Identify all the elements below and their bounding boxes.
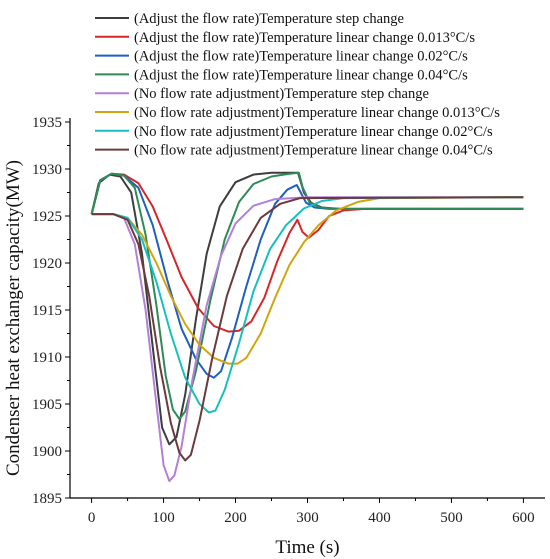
- y-axis-title: Condenser heat exchanger capacity(MW): [3, 160, 24, 476]
- plot-lines: [90, 171, 524, 483]
- x-tick-label: 0: [88, 510, 96, 526]
- legend-label: (No flow rate adjustment)Temperature lin…: [134, 124, 493, 140]
- legend-label: (Adjust the flow rate)Temperature linear…: [134, 30, 475, 46]
- series-line-7: [91, 196, 524, 414]
- series-line-4: [90, 171, 524, 420]
- y-tick-label: 1935: [32, 115, 62, 131]
- x-tick-label: 600: [512, 510, 535, 526]
- legend: (Adjust the flow rate)Temperature step c…: [95, 11, 500, 159]
- x-tick-label: 200: [224, 510, 247, 526]
- legend-label: (No flow rate adjustment)Temperature lin…: [134, 105, 500, 121]
- y-tick-label: 1925: [32, 209, 62, 225]
- x-tick-label: 100: [152, 510, 175, 526]
- legend-label: (No flow rate adjustment)Temperature lin…: [134, 143, 493, 159]
- y-tick-label: 1900: [32, 444, 62, 460]
- legend-label: (Adjust the flow rate)Temperature linear…: [134, 67, 468, 83]
- x-tick-label: 500: [440, 510, 463, 526]
- y-tick-label: 1895: [32, 491, 62, 507]
- y-tick-label: 1920: [32, 256, 62, 272]
- y-tick-label: 1930: [32, 162, 62, 178]
- tick-labels: 0 100 200 300 400 500 600 1895 1900 1905 1910 1915 1…: [32, 115, 535, 526]
- y-tick-label: 1905: [32, 397, 62, 413]
- series-line-8: [91, 196, 524, 462]
- legend-label: (No flow rate adjustment)Temperature ste…: [134, 86, 429, 102]
- y-tick-label: 1910: [32, 350, 62, 366]
- x-tick-label: 300: [296, 510, 319, 526]
- series-line-5: [91, 196, 524, 483]
- y-tick-label: 1915: [32, 303, 62, 319]
- series-line-6: [91, 196, 524, 365]
- legend-label: (Adjust the flow rate)Temperature step c…: [134, 11, 404, 27]
- x-axis-title: Time (s): [275, 537, 339, 558]
- series-line-3: [90, 172, 524, 379]
- legend-label: (Adjust the flow rate)Temperature linear…: [134, 49, 468, 65]
- series-line-2: [90, 172, 524, 333]
- axes: [65, 118, 545, 503]
- x-tick-label: 400: [368, 510, 391, 526]
